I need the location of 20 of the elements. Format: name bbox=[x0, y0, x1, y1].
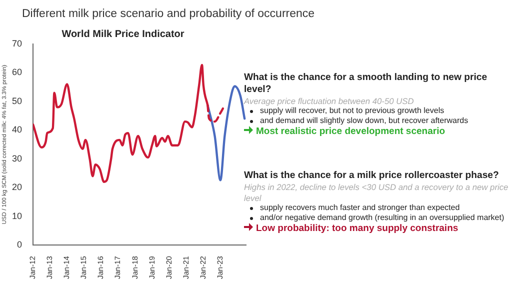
text: Different milk price scenario and probability of occurrence bbox=[22, 8, 315, 20]
annotation: Highs in 2022, decline to levels <30 USD and a recovery to a new price level bbox=[244, 182, 510, 204]
text: supply recovers much faster and stronger than expected bbox=[259, 203, 461, 214]
y-tick-label: 20 bbox=[12, 182, 22, 192]
annotation: What is the chance for a milk price rollercoaster phase? bbox=[244, 170, 500, 182]
y-tick-label: 70 bbox=[12, 38, 22, 48]
annotation: Average price fluctuation between 40-50 USD bbox=[244, 96, 415, 106]
y-tick-label: 0 bbox=[16, 240, 22, 250]
chart-title: World Milk Price Indicator bbox=[62, 28, 184, 40]
y-tick-label: 60 bbox=[12, 67, 22, 78]
text: Most realistic price development scenario bbox=[255, 126, 446, 138]
y-tick-label: 40 bbox=[12, 124, 22, 135]
text: Low probability: too many supply constrains bbox=[255, 223, 460, 236]
y-tick-label: 10 bbox=[12, 210, 22, 221]
text: and/or negative demand growth (resulting in an oversupplied market) bbox=[259, 213, 506, 224]
annotation: What is the chance for a smooth landing to new price level? bbox=[244, 72, 488, 96]
text: supply will recover, but not to previous growth levels bbox=[259, 106, 446, 116]
y-tick-label: 30 bbox=[12, 153, 22, 164]
text: and demand will slightly slow down, but recover afterwards bbox=[259, 116, 470, 126]
y-tick-label: 50 bbox=[12, 96, 22, 106]
